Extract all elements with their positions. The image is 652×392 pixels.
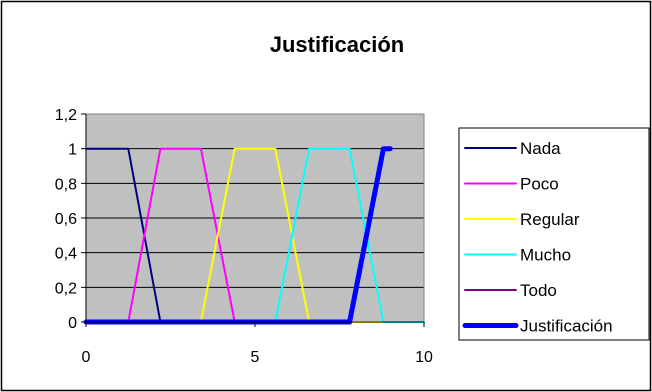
y-tick-label: 0,4 — [55, 246, 77, 263]
y-tick-label: 0 — [68, 315, 77, 332]
legend-label-todo: Todo — [520, 281, 557, 300]
legend-label-justificacion: Justificación — [520, 317, 613, 336]
legend: Nada Poco Regular Mucho Todo Justificación — [458, 127, 650, 341]
y-tick-label: 1 — [68, 142, 77, 159]
legend-label-mucho: Mucho — [520, 246, 571, 265]
y-tick-label: 1,2 — [55, 107, 77, 124]
legend-label-regular: Regular — [520, 210, 580, 229]
y-tick-label: 0,2 — [55, 280, 77, 297]
legend-label-poco: Poco — [520, 175, 559, 194]
legend-label-nada: Nada — [520, 139, 561, 158]
x-tick-label: 0 — [82, 349, 91, 366]
x-tick-label: 5 — [251, 349, 260, 366]
y-tick-label: 0,8 — [55, 176, 77, 193]
chart-title: Justificación — [270, 32, 404, 57]
x-tick-label: 10 — [415, 349, 433, 366]
axes: 0 0,2 0,4 0,6 0,8 1 1,2 0 5 10 — [55, 107, 433, 366]
y-tick-label: 0,6 — [55, 211, 77, 228]
legend-box — [458, 127, 650, 341]
